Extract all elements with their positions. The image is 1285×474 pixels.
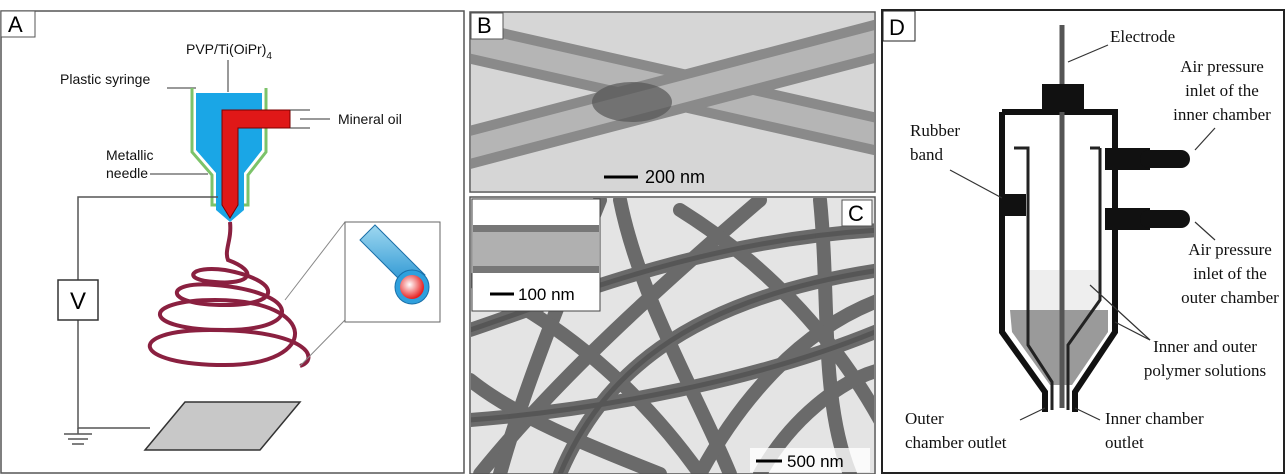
panel-label: D bbox=[889, 15, 905, 40]
panel-b: B 200 nm bbox=[460, 12, 880, 192]
rubber-label: Rubber bbox=[910, 121, 960, 140]
inner-port-hose bbox=[1140, 150, 1190, 168]
outer-inlet-label: outer chamber bbox=[1181, 288, 1279, 307]
inner-inlet-label: Air pressure bbox=[1180, 57, 1264, 76]
solutions-label: Inner and outer bbox=[1153, 337, 1257, 356]
cap bbox=[1042, 84, 1084, 112]
formula-subscript: 4 bbox=[266, 51, 272, 62]
inner-inlet-label: inner chamber bbox=[1173, 105, 1271, 124]
panel-a: A PVP/Ti(OiPr)4 Plastic syringe Mineral … bbox=[1, 11, 464, 473]
inner-outlet-label: outlet bbox=[1105, 433, 1144, 452]
panel-label: A bbox=[8, 12, 23, 37]
needle-label: needle bbox=[106, 165, 148, 181]
inner-inlet-label: inlet of the bbox=[1185, 81, 1259, 100]
overlap bbox=[592, 82, 672, 122]
formula-main: PVP/Ti(OiPr) bbox=[186, 41, 266, 57]
needle-label: Metallic bbox=[106, 147, 153, 163]
outer-inlet-label: inlet of the bbox=[1193, 264, 1267, 283]
scale-label: 100 nm bbox=[518, 285, 575, 304]
fiber-core bbox=[400, 275, 424, 299]
panel-label: B bbox=[477, 13, 492, 38]
outer-inlet-label: Air pressure bbox=[1188, 240, 1272, 259]
outer-outlet-label: Outer bbox=[905, 409, 944, 428]
outer-outlet-label: chamber outlet bbox=[905, 433, 1007, 452]
syringe-label: Plastic syringe bbox=[60, 71, 150, 87]
inset-core bbox=[473, 232, 599, 266]
oil-label: Mineral oil bbox=[338, 111, 402, 127]
solutions-label: polymer solutions bbox=[1144, 361, 1266, 380]
outer-port-hose bbox=[1140, 210, 1190, 228]
electrode-label: Electrode bbox=[1110, 27, 1175, 46]
inner-outlet-label: Inner chamber bbox=[1105, 409, 1204, 428]
scale-label: 200 nm bbox=[645, 167, 705, 187]
figure: A PVP/Ti(OiPr)4 Plastic syringe Mineral … bbox=[0, 0, 1285, 474]
panel-c: 100 nm 500 nm C bbox=[470, 197, 880, 474]
rubber-band bbox=[1004, 194, 1026, 216]
scale-label: 500 nm bbox=[787, 452, 844, 471]
voltage-label: V bbox=[70, 288, 86, 315]
panel-label: C bbox=[848, 201, 864, 226]
panel-d: D Electrode Air pressure inlet of the in… bbox=[882, 10, 1284, 473]
rubber-label: band bbox=[910, 145, 944, 164]
